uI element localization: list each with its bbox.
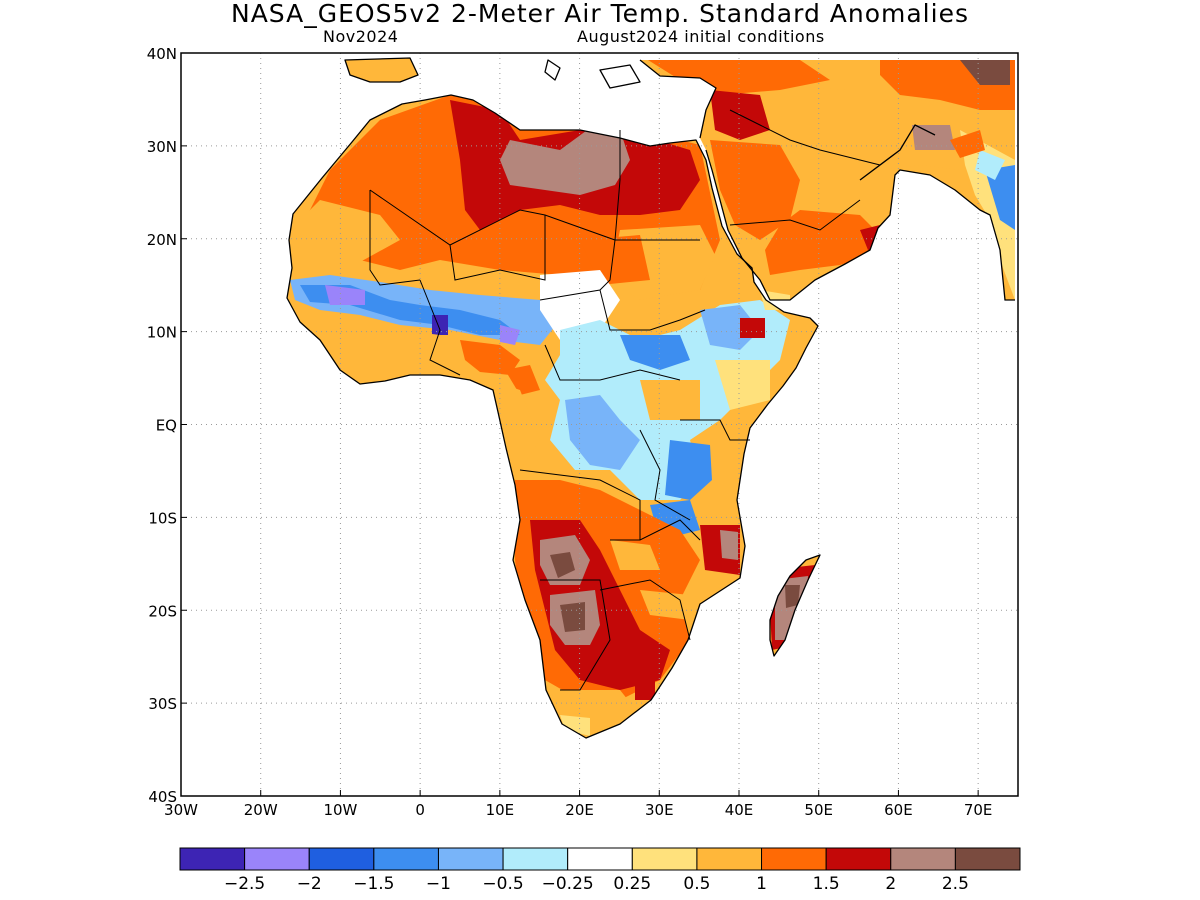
y-tick-label: 20N (147, 231, 177, 249)
y-tick-label: 10N (147, 324, 177, 342)
colorbar-label: 1 (756, 874, 767, 894)
colorbar-swatch (308, 847, 375, 871)
colorbar-label: −2 (297, 874, 322, 894)
anomaly-patch (715, 360, 770, 410)
colorbar-label: 2 (885, 874, 896, 894)
colorbar-swatch (825, 847, 892, 871)
anomaly-patch (460, 340, 520, 375)
anomaly-patch (640, 590, 690, 620)
y-tick-label: 30S (148, 695, 177, 713)
anomaly-patch (325, 285, 365, 305)
colorbar-label: −1 (426, 874, 451, 894)
colorbar-label: 1.5 (813, 874, 840, 894)
anomaly-patch (295, 200, 400, 262)
x-tick-label: 40E (725, 801, 754, 819)
colorbar-swatch (631, 847, 698, 871)
y-tick-label: 10S (148, 509, 177, 527)
x-tick-label: 20E (565, 801, 594, 819)
colorbar-swatch (437, 847, 504, 871)
greece-coastline (599, 64, 641, 89)
anomaly-patch (560, 715, 590, 736)
iberia-coastline (344, 57, 419, 83)
colorbar-label: −0.25 (542, 874, 594, 894)
x-tick-label: 30E (645, 801, 674, 819)
x-tick-label: 60E (884, 801, 913, 819)
colorbar-swatch (567, 847, 633, 871)
colorbar-label: −0.5 (482, 874, 523, 894)
anomaly-patch (960, 60, 1010, 85)
anomaly-patch (950, 130, 985, 158)
x-tick-label: 10E (486, 801, 515, 819)
anomaly-patch (550, 552, 575, 578)
anomaly-patch (610, 540, 660, 570)
colorbar-label: 0.25 (613, 874, 651, 894)
anomaly-patch (500, 128, 630, 195)
anomaly-patch (620, 335, 690, 370)
colorbar-swatch (244, 847, 310, 871)
colorbar-swatch (179, 847, 246, 871)
anomaly-patch (765, 210, 880, 275)
x-tick-label: 20W (244, 801, 278, 819)
y-tick-label: 30N (147, 138, 177, 156)
colorbar-swatch (890, 847, 956, 871)
anomaly-patch (775, 576, 808, 640)
axis-labels: 30W 20W 10W 0 10E 20E 30E 40E 50E 60E 70E 40N 30N 20N… (147, 45, 993, 819)
anomaly-patch (640, 58, 830, 95)
forecast-month: Nov2024 (323, 27, 399, 46)
arabia-coastline (705, 149, 1015, 301)
colorbar-swatch (761, 847, 827, 871)
colorbar-label: −2.5 (224, 874, 265, 894)
anomaly-patch (912, 125, 955, 150)
anomaly-patch (565, 395, 640, 470)
mediterranean-coastline (639, 59, 717, 139)
colorbar-label: 2.5 (942, 874, 969, 894)
colorbar-label: 0.5 (683, 874, 710, 894)
anomaly-patch (505, 365, 540, 395)
anomaly-patch (640, 380, 700, 420)
country-borders (369, 109, 881, 691)
y-tick-label: 40N (147, 45, 177, 63)
anomaly-patch (710, 140, 800, 240)
anomaly-patch (560, 602, 585, 632)
anomaly-patch (740, 318, 765, 338)
anomaly-patch (665, 440, 712, 500)
anomaly-patch (700, 305, 760, 350)
italy-coastline (544, 59, 561, 81)
colorbar-swatch (696, 847, 763, 871)
anomaly-patch (985, 165, 1015, 230)
chart-title: NASA_GEOS5v2 2-Meter Air Temp. Standard … (231, 0, 969, 28)
x-tick-label: 70E (964, 801, 993, 819)
axis-ticks (180, 52, 979, 797)
initial-conditions: August2024 initial conditions (577, 27, 825, 46)
x-tick-label: 50E (804, 801, 833, 819)
anomaly-patch (785, 585, 800, 608)
x-tick-label: 0 (415, 801, 425, 819)
colorbar-swatch (502, 847, 569, 871)
x-tick-label: 30W (164, 801, 198, 819)
y-tick-label: 20S (148, 602, 177, 620)
madagascar-coastline (769, 554, 821, 657)
anomaly-patch (350, 58, 415, 80)
y-tick-label: 40S (148, 788, 177, 806)
anomaly-patch (635, 680, 655, 700)
colorbar-label: −1.5 (353, 874, 394, 894)
anomaly-patch (975, 150, 1005, 180)
anomaly-patch (432, 315, 448, 335)
coastlines (286, 57, 1015, 739)
colorbar-swatch (954, 847, 1021, 871)
anomaly-patch (500, 325, 520, 345)
colorbar-swatch (373, 847, 439, 871)
x-tick-label: 10W (323, 801, 357, 819)
y-tick-label: EQ (156, 417, 177, 435)
colorbar: −2.5 −2 −1.5 −1 −0.5 −0.25 0.25 0.5 1 1.5 2 2.5 (179, 847, 1021, 894)
anomaly-patch (720, 530, 738, 560)
